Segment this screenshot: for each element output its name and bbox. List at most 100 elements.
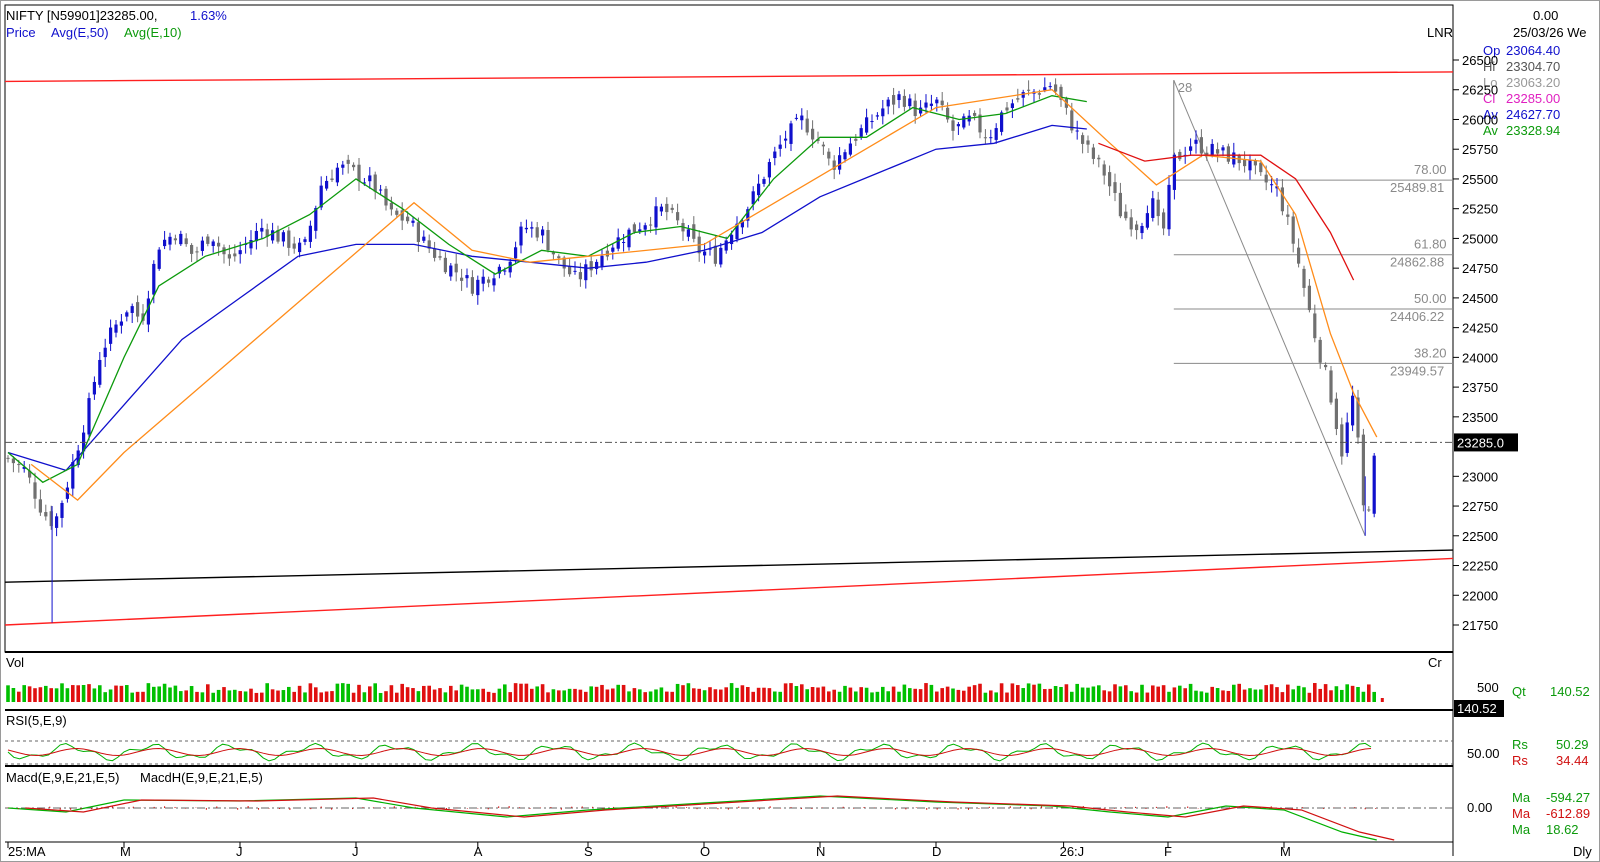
candle-body <box>875 115 879 117</box>
fib-level-pct: 78.00 <box>1414 162 1447 177</box>
volume-bar <box>270 689 275 702</box>
price-tick-label: 22750 <box>1462 499 1498 514</box>
moving-averages <box>7 89 1378 501</box>
candle-body <box>686 229 690 237</box>
volume-bar <box>751 691 755 702</box>
volume-bar <box>729 683 734 702</box>
candle-body <box>217 242 221 247</box>
candle-body <box>38 499 42 513</box>
candle-body <box>249 240 253 249</box>
volume-bar <box>49 688 53 702</box>
candle-body <box>233 253 237 257</box>
volume-bar <box>44 685 48 702</box>
candle-body <box>584 264 588 281</box>
volume-bar <box>22 685 26 702</box>
candle-body <box>1178 151 1182 160</box>
volume-bar <box>27 686 32 702</box>
candle-body <box>605 250 609 257</box>
candle-body <box>1135 224 1139 231</box>
volume-bar <box>254 692 259 702</box>
volume-bar <box>611 688 615 702</box>
volume-bar <box>157 686 161 702</box>
volume-bar <box>562 690 566 702</box>
candle-body <box>573 270 577 272</box>
period-label: Dly <box>1573 844 1592 859</box>
volume-last-badge <box>1454 700 1504 717</box>
volume-bar <box>594 686 599 702</box>
candle-body <box>746 209 750 221</box>
volume-bar <box>481 688 485 702</box>
volume-bar <box>206 684 210 702</box>
candle-body <box>1253 160 1257 166</box>
candle-body <box>33 482 37 499</box>
candle-body <box>1210 143 1214 155</box>
price-tick-label: 24000 <box>1462 350 1498 365</box>
candle-body <box>152 263 156 295</box>
candle-body <box>1113 182 1117 194</box>
candle-body <box>190 244 194 254</box>
candle-body <box>373 174 377 192</box>
volume-bar <box>492 692 496 702</box>
rsi-signal-line <box>7 747 1372 757</box>
volume-bar <box>1237 683 1241 702</box>
candle-body <box>1086 140 1090 145</box>
volume-bar <box>395 692 399 702</box>
volume-bar <box>589 686 593 702</box>
price-tick-label: 24250 <box>1462 321 1498 336</box>
volume-bar <box>119 685 124 702</box>
candle-body <box>978 114 982 133</box>
trendline-2 <box>4 557 1454 626</box>
candle-body <box>962 116 966 128</box>
volume-bar <box>1043 689 1047 702</box>
candle-body <box>1000 112 1004 132</box>
volume-bar <box>578 689 583 702</box>
volume-bar <box>530 688 534 702</box>
candle-body <box>330 178 334 181</box>
volume-bar <box>621 684 626 702</box>
candle-body <box>384 188 388 206</box>
candle-body <box>303 239 307 242</box>
candle-body <box>416 222 420 243</box>
volume-bar <box>443 692 448 702</box>
candle-body <box>168 236 172 245</box>
macd-readout-value: -594.27 <box>1546 790 1590 805</box>
macd-readout-value: -612.89 <box>1546 806 1590 821</box>
info-label-2: Lo <box>1483 75 1497 90</box>
fib-level-price: 24406.22 <box>1390 309 1444 324</box>
candle-body <box>643 225 647 230</box>
candle-body <box>497 266 501 274</box>
candle-body <box>838 155 842 170</box>
volume-bar <box>319 692 323 702</box>
volume-bar <box>713 689 718 702</box>
candle-body <box>789 123 793 144</box>
candle-body <box>438 256 442 258</box>
candle-body <box>816 139 820 142</box>
volume-bar <box>891 686 896 702</box>
volume-bar <box>65 688 70 702</box>
volume-axis-label: 500 <box>1477 680 1499 695</box>
volume-bar <box>719 689 723 702</box>
legend-item-0: Price <box>6 25 36 40</box>
price-tick-label: 22000 <box>1462 588 1498 603</box>
candle-body <box>946 107 950 120</box>
candle-body <box>1005 107 1009 111</box>
volume-bar <box>756 687 761 702</box>
candle-body <box>1172 154 1176 190</box>
volume-bar <box>1080 687 1085 702</box>
volume-bar <box>384 691 388 702</box>
candle-body <box>346 159 350 164</box>
price-tick-label: 25000 <box>1462 231 1498 246</box>
volume-bar <box>265 683 269 702</box>
volume-bar <box>1026 683 1031 702</box>
volume-bar <box>1075 683 1079 702</box>
month-label: F <box>1164 844 1172 859</box>
macd-signal-line <box>25 795 1395 841</box>
candle-body <box>1156 199 1160 217</box>
candle-body <box>406 216 410 222</box>
volume-bar <box>735 687 739 702</box>
volume-bar <box>1302 687 1306 702</box>
candle-body <box>919 107 923 114</box>
volume-label: Vol <box>6 655 24 670</box>
price-tick-label: 22250 <box>1462 559 1498 574</box>
